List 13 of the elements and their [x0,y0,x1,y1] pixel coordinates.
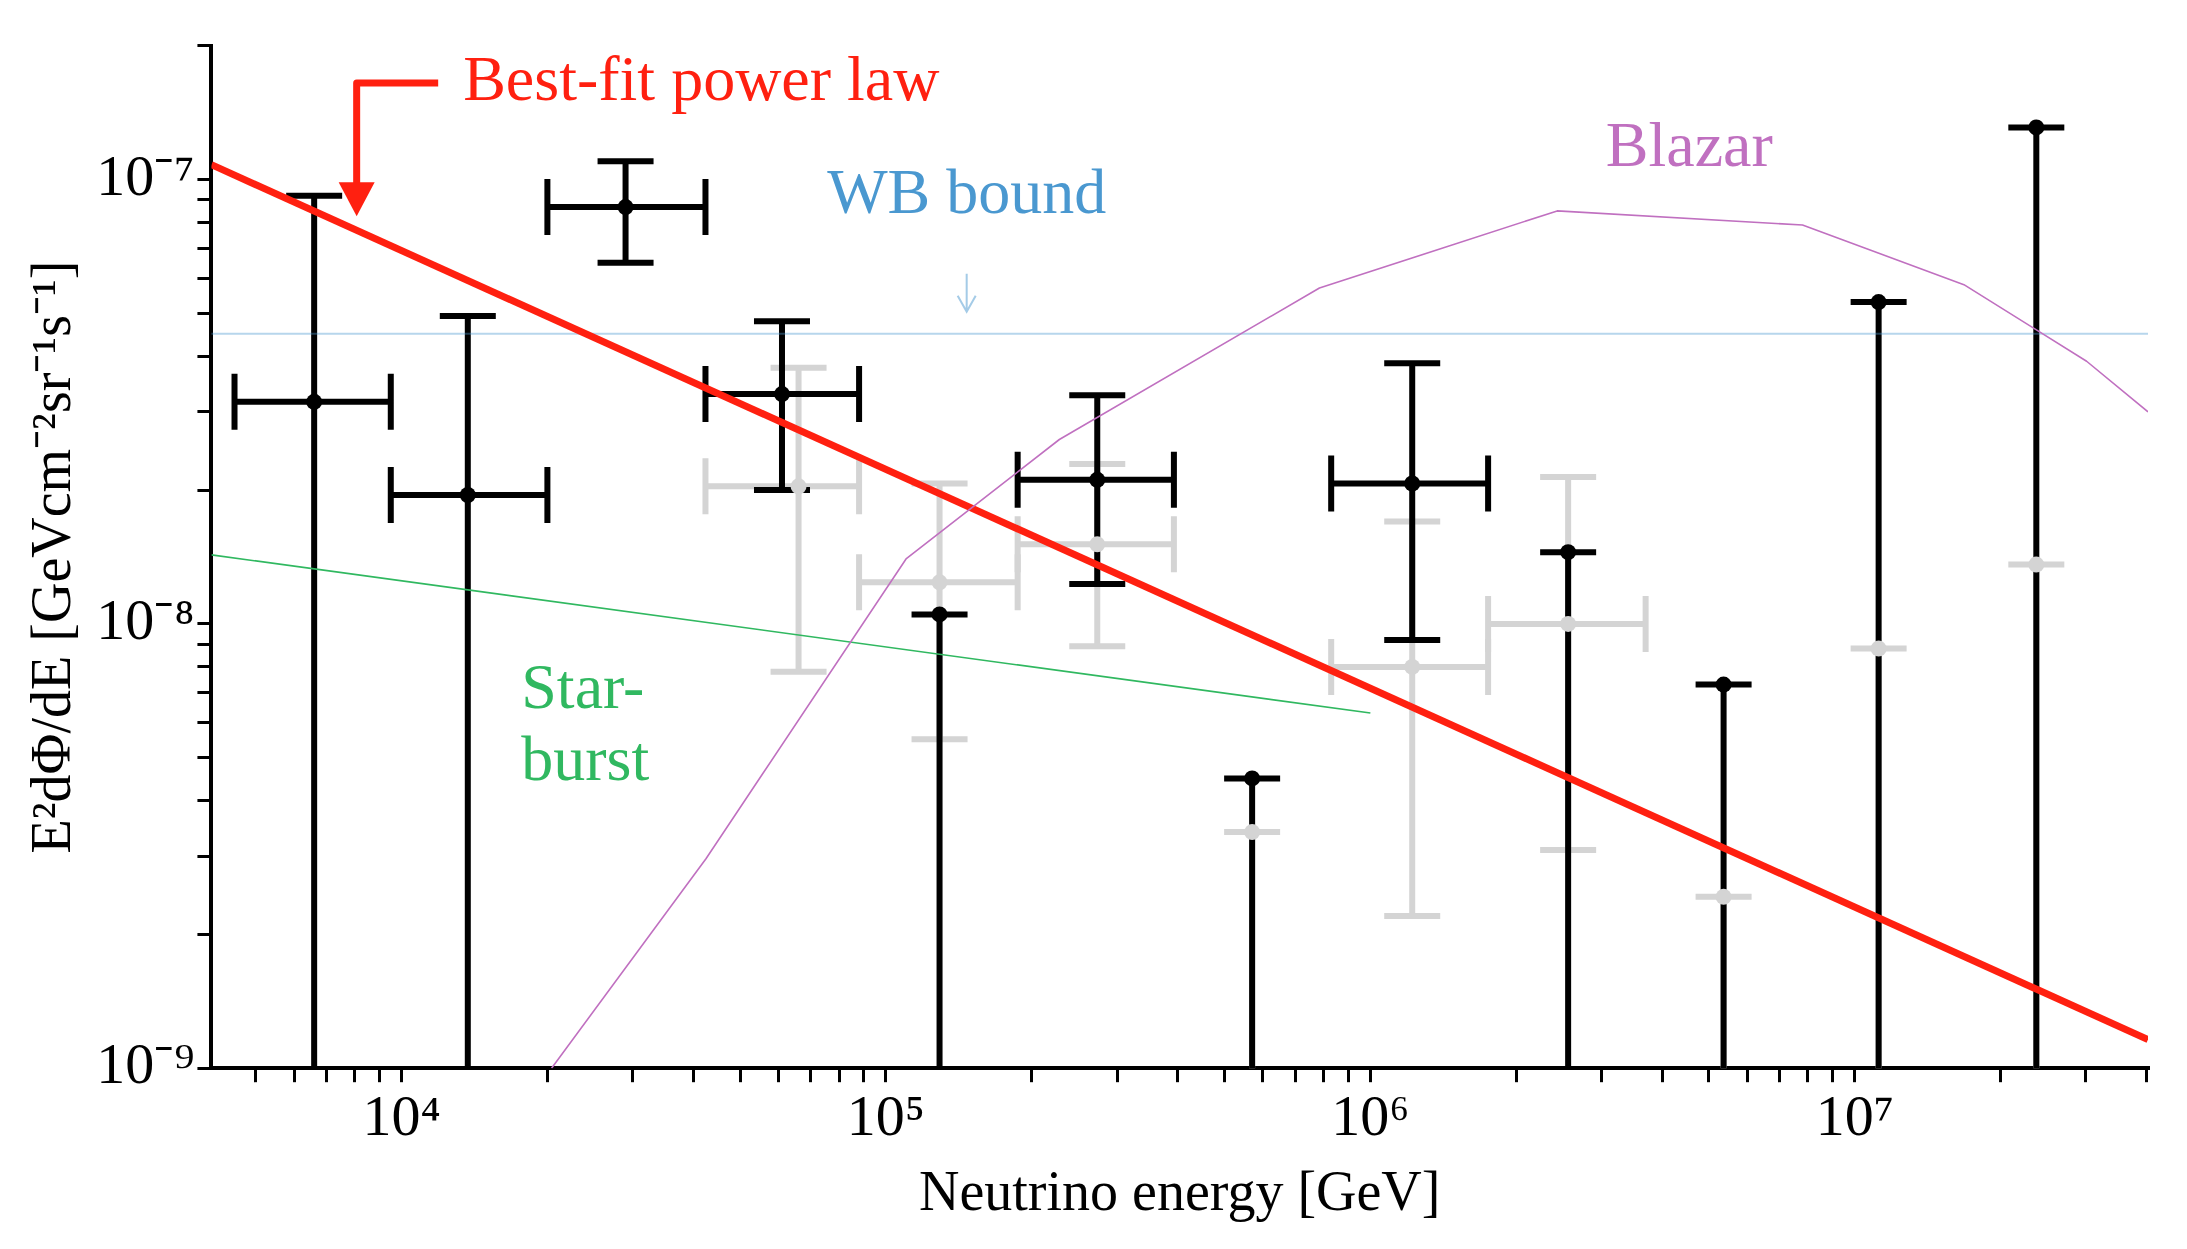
series-label: Blazar [1605,109,1773,181]
y-tick-label: 10⁻⁷ [96,142,195,208]
text: Best-fit power law [463,42,940,114]
x-tick-label: 10⁵ [846,1083,926,1149]
series-label: Star- burst [521,651,650,795]
ref-line-label: WB bound [827,156,1107,228]
y-axis-title: E²dΦ/dE [GeVcm⁻²sr⁻¹s⁻¹] [20,260,83,854]
y-tick-label: 10⁻⁸ [96,587,195,653]
x-tick-label: 10⁷ [1815,1083,1894,1149]
y-tick-label: 10⁻⁹ [96,1031,195,1097]
x-axis-title: Neutrino energy [GeV] [918,1160,1441,1223]
x-tick-label: 10⁶ [1331,1083,1410,1149]
x-tick-label: 10⁴ [362,1083,441,1149]
